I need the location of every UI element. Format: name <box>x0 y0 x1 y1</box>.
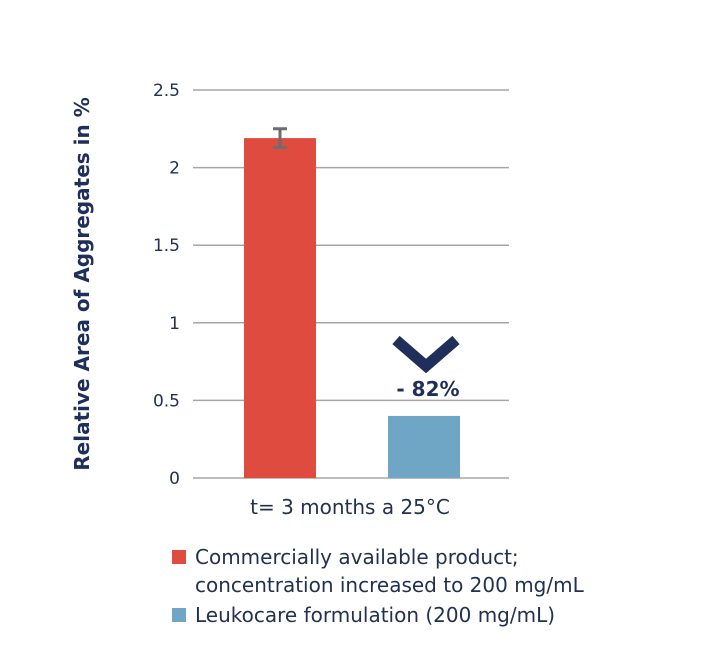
legend-label-commercial: Commercially available product; concentr… <box>195 545 584 597</box>
x-category-label: t= 3 months a 25°C <box>250 495 450 519</box>
legend-item-leukocare: Leukocare formulation (200 mg/mL) <box>172 601 584 629</box>
y-tick-label: 2.5 <box>153 81 180 101</box>
error-bar <box>273 127 287 149</box>
chevron-down-icon <box>392 335 460 374</box>
legend: Commercially available product; concentr… <box>172 543 584 631</box>
grid-lines <box>193 89 509 479</box>
legend-label-leukocare: Leukocare formulation (200 mg/mL) <box>195 603 556 627</box>
bar <box>244 138 316 478</box>
legend-swatch-leukocare <box>172 608 186 622</box>
reduction-annotation: - 82% <box>396 377 459 401</box>
bars <box>244 127 460 478</box>
legend-item-commercial: Commercially available product; concentr… <box>172 543 584 599</box>
y-tick-label: 1.5 <box>153 236 180 256</box>
y-axis-ticks: 0 0.5 1 1.5 2 2.5 <box>153 81 180 489</box>
bar <box>388 415 460 478</box>
y-tick-label: 0 <box>169 469 180 489</box>
y-tick-label: 1 <box>169 314 180 334</box>
y-axis-label: Relative Area of Aggregates in % <box>70 97 94 471</box>
y-tick-label: 0.5 <box>153 391 180 411</box>
legend-swatch-commercial <box>172 550 186 564</box>
y-tick-label: 2 <box>169 159 180 179</box>
